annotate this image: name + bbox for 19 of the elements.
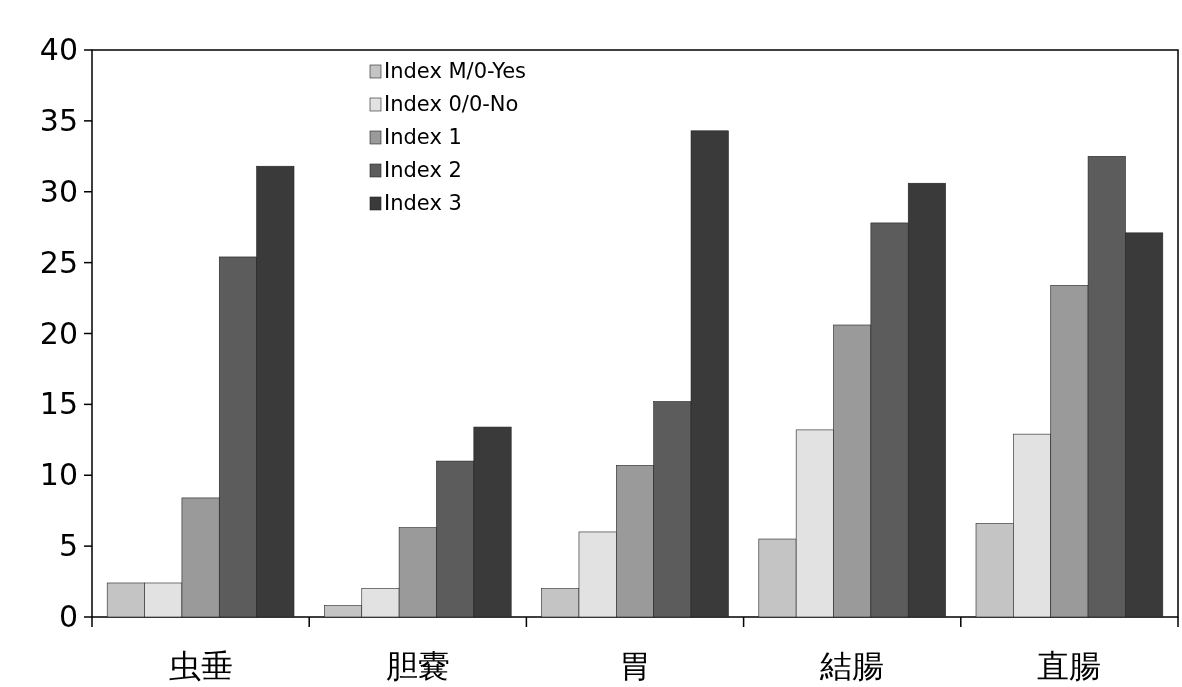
x-tick-label: 結腸 (819, 647, 885, 685)
y-tick-label: 10 (39, 457, 78, 493)
x-tick-label: 胆嚢 (385, 647, 450, 685)
x-tick-label: 直腸 (1037, 647, 1102, 685)
legend-label: Index M/0-Yes (384, 59, 527, 83)
y-tick-label: 40 (39, 32, 78, 67)
y-tick-label: 35 (39, 102, 78, 138)
x-tick-label: 胃 (619, 647, 651, 685)
legend-label: Index 3 (384, 191, 462, 215)
y-tick-label: 25 (39, 244, 78, 280)
y-tick-label: 20 (39, 315, 78, 351)
y-tick-label: 0 (58, 599, 78, 634)
y-tick-label: 30 (39, 173, 78, 209)
x-tick-label: 虫垂 (168, 647, 233, 685)
legend-label: Index 1 (384, 125, 462, 149)
y-tick-label: 5 (58, 528, 78, 564)
legend-label: Index 0/0-No (384, 92, 519, 116)
legend-label: Index 2 (384, 158, 462, 182)
y-tick-label: 15 (39, 386, 78, 422)
